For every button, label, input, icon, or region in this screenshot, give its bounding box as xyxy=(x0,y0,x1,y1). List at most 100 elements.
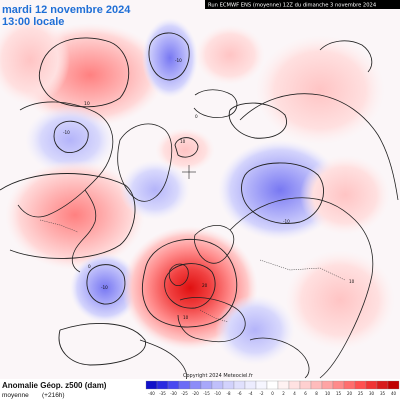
colorbar-swatch xyxy=(222,380,235,390)
colorbar-label: 4 xyxy=(293,391,296,396)
colorbar-swatch xyxy=(244,380,257,390)
east-asia-positive-anomaly xyxy=(300,155,390,235)
contour-namerica xyxy=(0,173,136,259)
north-pacific-negative-anomaly xyxy=(142,18,198,98)
colorbar-swatch xyxy=(255,380,268,390)
colorbar-swatch xyxy=(321,380,334,390)
copyright-text: Copyright 2024 Meteociel.fr xyxy=(183,373,254,379)
colorbar-label: 10 xyxy=(325,391,331,396)
greenland-negative-anomaly xyxy=(120,160,190,220)
contour-label-pacific-high: 10 xyxy=(84,101,90,107)
hudson-coast xyxy=(71,189,97,273)
colorbar-label: 8 xyxy=(315,391,318,396)
contour-label-east-high: 10 xyxy=(349,279,355,284)
colorbar-swatch xyxy=(156,380,169,390)
border-canada-usa xyxy=(39,219,79,233)
colorbar-swatch xyxy=(299,380,312,390)
colorbar-swatch xyxy=(266,380,279,390)
middle-east-negative-anomaly xyxy=(215,295,295,365)
colorbar-label: 20 xyxy=(347,391,353,396)
colorbar-swatch xyxy=(145,380,158,390)
colorbar-swatch xyxy=(332,380,345,390)
colorbar-label: 0 xyxy=(271,391,274,396)
colorbar-swatch xyxy=(233,380,246,390)
arctic-positive-anomaly xyxy=(195,25,265,85)
contour-asia-neg xyxy=(241,162,325,224)
colorbar-swatch xyxy=(354,380,367,390)
colorbar-swatch xyxy=(211,380,224,390)
pole-marker xyxy=(182,165,196,179)
colorbar-label: 6 xyxy=(304,391,307,396)
contour-europe-10 xyxy=(141,238,238,328)
british-isles-coast xyxy=(168,263,189,287)
colorbar-label: -6 xyxy=(238,391,242,396)
run-info-bar xyxy=(205,0,400,9)
forecast-time: 13:00 locale xyxy=(2,16,64,28)
colorbar-swatch xyxy=(376,380,389,390)
north-america-coast xyxy=(17,101,114,218)
run-info: Run ECMWF ENS (moyenne) 12Z du dimanche … xyxy=(208,2,377,8)
lead-time: (+216h) xyxy=(42,392,65,399)
colorbar-label: -30 xyxy=(170,391,177,396)
colorbar-swatch xyxy=(200,380,213,390)
colorbar-label: -4 xyxy=(249,391,253,396)
contour-npacific-neg xyxy=(148,32,190,81)
colorbar-swatch xyxy=(288,380,301,390)
contour-label-canada-low: -10 xyxy=(63,130,70,135)
colorbar-label: -15 xyxy=(203,391,210,396)
contour-atlantic-neg xyxy=(86,264,126,305)
north-america-positive-anomaly xyxy=(5,160,145,270)
border-asia xyxy=(259,259,346,281)
colorbar-swatch xyxy=(343,380,356,390)
colorbar-label: -40 xyxy=(148,391,155,396)
africa-coast xyxy=(139,339,188,381)
contour-zero-north xyxy=(228,102,287,139)
west-positive-anomaly xyxy=(0,15,70,105)
colorbar-label: -35 xyxy=(159,391,166,396)
colorbar-label: 2 xyxy=(282,391,285,396)
arctic-islands-coast xyxy=(193,89,238,118)
greenland-coast xyxy=(117,123,173,202)
colorbar-label: 25 xyxy=(358,391,364,396)
contour-label-europe-high: 20 xyxy=(202,283,208,288)
contour-label-arctic-low: -10 xyxy=(175,58,182,63)
contour-label-zero-2: 0 xyxy=(195,114,198,119)
contour-zero-south xyxy=(58,322,146,366)
contour-label-atlantic-low: -10 xyxy=(101,285,108,290)
contour-label-group: 10 -10 -10 -10 -10 20 10 10 10 0 0 xyxy=(63,58,355,320)
europe-coast xyxy=(177,297,246,343)
scandinavia-coast xyxy=(193,225,235,264)
siberia-coast xyxy=(239,93,399,201)
statistic-subtitle: moyenne xyxy=(2,392,29,399)
colorbar-swatch xyxy=(189,380,202,390)
contour-label-zero-1: 0 xyxy=(88,264,91,269)
anomaly-field xyxy=(0,15,395,365)
asia-coast xyxy=(229,197,374,379)
colorbar-label: 40 xyxy=(391,391,397,396)
south-asia-positive-anomaly xyxy=(285,250,395,350)
colorbar-label: -2 xyxy=(260,391,264,396)
colorbar-label: -10 xyxy=(214,391,221,396)
coastlines xyxy=(17,40,399,381)
colorbar-label: 30 xyxy=(369,391,375,396)
colorbar-swatch xyxy=(167,380,180,390)
forecast-date: mardi 12 novembre 2024 xyxy=(2,4,131,16)
colorbar-swatch xyxy=(387,380,400,390)
colorbar-swatch xyxy=(365,380,378,390)
contour-label-siberia-low: -10 xyxy=(283,219,290,224)
colorbar-label: -20 xyxy=(192,391,199,396)
canada-negative-anomaly xyxy=(25,105,115,175)
contour-label-europe-high-2: 10 xyxy=(183,315,189,320)
colorbar-label: 15 xyxy=(336,391,342,396)
middle-east-coast xyxy=(249,337,310,379)
parameter-title: Anomalie Géop. z500 (dam) xyxy=(2,381,107,390)
bering-coast xyxy=(319,40,373,73)
colorbar-label: -25 xyxy=(181,391,188,396)
colorbar-swatch xyxy=(277,380,290,390)
contour-polar xyxy=(174,137,199,158)
colorbar-label: -8 xyxy=(227,391,231,396)
atlantic-negative-anomaly xyxy=(70,253,140,323)
contour-label-greenland: 10 xyxy=(180,139,186,144)
